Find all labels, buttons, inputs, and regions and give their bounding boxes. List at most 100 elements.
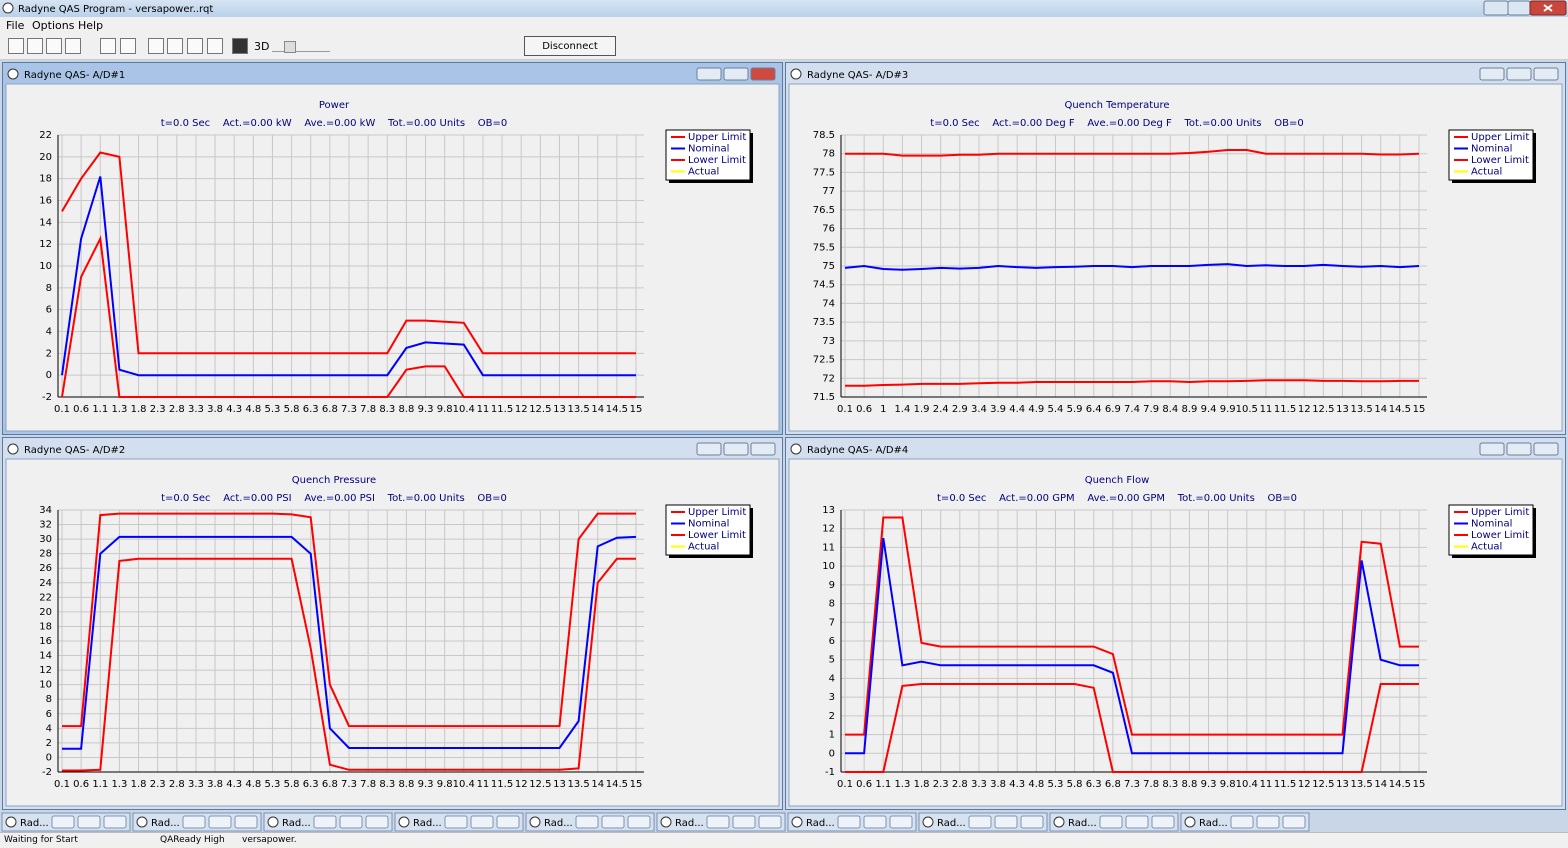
print-button[interactable] xyxy=(46,38,62,54)
minimize-button[interactable] xyxy=(1479,67,1505,81)
window-icon xyxy=(7,68,19,80)
save-button[interactable] xyxy=(27,38,43,54)
menu-item[interactable]: Options xyxy=(32,19,75,32)
tool-button[interactable] xyxy=(120,38,136,54)
window-button[interactable] xyxy=(1282,815,1306,829)
close-button[interactable] xyxy=(750,442,776,456)
x-tick-label: 4.8 xyxy=(245,404,261,415)
x-tick-label: 12.5 xyxy=(529,779,551,790)
x-tick-label: 0.1 xyxy=(54,404,70,415)
window-button[interactable] xyxy=(339,815,363,829)
window-button[interactable] xyxy=(627,815,651,829)
minimized-title: Rad... xyxy=(413,818,442,829)
x-tick-label: 7.8 xyxy=(360,779,376,790)
window-button[interactable] xyxy=(313,815,337,829)
zoom-button[interactable] xyxy=(187,38,203,54)
x-tick-label: 14 xyxy=(1374,779,1387,790)
window-button[interactable] xyxy=(103,815,127,829)
series-line xyxy=(62,535,637,750)
window-button[interactable] xyxy=(732,815,756,829)
x-tick-label: 4.3 xyxy=(1009,779,1025,790)
zoom-button[interactable] xyxy=(167,38,183,54)
preview-button[interactable] xyxy=(65,38,81,54)
x-tick-label: 6.3 xyxy=(303,404,319,415)
window-button[interactable] xyxy=(706,815,730,829)
window-button[interactable] xyxy=(496,815,520,829)
legend-label: Lower Limit xyxy=(688,155,746,166)
app-icon xyxy=(2,2,14,14)
zoom-button[interactable] xyxy=(207,38,223,54)
window-button[interactable] xyxy=(863,815,887,829)
window-button[interactable] xyxy=(1256,815,1280,829)
window-button[interactable] xyxy=(575,815,599,829)
lock-button[interactable] xyxy=(232,38,248,54)
x-tick-label: 7.8 xyxy=(360,404,376,415)
maximize-button[interactable] xyxy=(1506,67,1532,81)
tool-button[interactable] xyxy=(100,38,116,54)
y-tick-label: 76 xyxy=(822,224,835,235)
y-tick-label: 2 xyxy=(829,711,835,722)
disconnect-button[interactable]: Disconnect xyxy=(524,36,616,56)
minimize-button[interactable] xyxy=(1483,0,1509,16)
window-button[interactable] xyxy=(444,815,468,829)
legend-label: Nominal xyxy=(688,519,729,530)
minimize-button[interactable] xyxy=(696,67,722,81)
x-tick-label: 4.8 xyxy=(245,779,261,790)
close-button[interactable] xyxy=(1533,67,1559,81)
y-tick-label: 14 xyxy=(39,217,52,228)
window-button[interactable] xyxy=(889,815,913,829)
window-button[interactable] xyxy=(77,815,101,829)
open-button[interactable] xyxy=(8,38,24,54)
window-button[interactable] xyxy=(208,815,232,829)
zoom-button[interactable] xyxy=(148,38,164,54)
window-icon xyxy=(398,816,410,828)
minimize-button[interactable] xyxy=(1479,442,1505,456)
legend-label: Lower Limit xyxy=(1471,530,1529,541)
window-button[interactable] xyxy=(182,815,206,829)
y-tick-label: 6 xyxy=(829,636,835,647)
x-tick-label: 14 xyxy=(591,779,604,790)
maximize-button[interactable] xyxy=(723,67,749,81)
close-button[interactable] xyxy=(1533,442,1559,456)
window-button[interactable] xyxy=(1151,815,1175,829)
x-tick-label: 8.3 xyxy=(379,779,395,790)
minimize-button[interactable] xyxy=(696,442,722,456)
window-button[interactable] xyxy=(1099,815,1123,829)
x-tick-label: 2.4 xyxy=(933,404,949,415)
window-button[interactable] xyxy=(470,815,494,829)
y-tick-label: 74.5 xyxy=(813,280,835,291)
3d-slider[interactable] xyxy=(272,41,330,53)
window-button[interactable] xyxy=(1020,815,1044,829)
window-button[interactable] xyxy=(1230,815,1254,829)
window-button[interactable] xyxy=(51,815,75,829)
chart-subtitle: t=0.0 Sec Act.=0.00 Deg F Ave.=0.00 Deg … xyxy=(930,118,1303,129)
window-button[interactable] xyxy=(758,815,782,829)
maximize-button[interactable] xyxy=(1506,442,1532,456)
y-tick-label: 9 xyxy=(829,580,835,591)
window-button[interactable] xyxy=(234,815,258,829)
window-button[interactable] xyxy=(365,815,389,829)
window-button[interactable] xyxy=(601,815,625,829)
y-tick-label: 28 xyxy=(39,549,52,560)
maximize-button[interactable] xyxy=(1507,0,1531,16)
x-tick-label: 12 xyxy=(1298,404,1311,415)
close-button[interactable] xyxy=(750,67,776,81)
x-tick-label: 3.9 xyxy=(990,404,1006,415)
menu-item[interactable]: Help xyxy=(78,19,104,32)
menu-item[interactable]: File xyxy=(6,19,25,32)
mdi-area: Radyne QAS- A/D#1 Power t=0.0 Sec Act.=0.0… xyxy=(0,60,1568,812)
x-tick-label: 5.4 xyxy=(1048,404,1064,415)
chart-window: Radyne QAS- A/D#4 Quench Flow t=0.0 Sec Ac… xyxy=(785,437,1566,810)
slider-thumb[interactable] xyxy=(284,41,296,53)
minimized-title: Rad... xyxy=(20,818,49,829)
app-title: Radyne QAS Program - versapower..rqt xyxy=(18,4,213,15)
x-tick-label: 11 xyxy=(1260,404,1273,415)
x-tick-label: 4.3 xyxy=(226,779,242,790)
window-button[interactable] xyxy=(1125,815,1149,829)
window-button[interactable] xyxy=(994,815,1018,829)
window-button[interactable] xyxy=(968,815,992,829)
x-tick-label: 0.6 xyxy=(856,779,872,790)
maximize-button[interactable] xyxy=(723,442,749,456)
minimized-title: Rad... xyxy=(675,818,704,829)
window-button[interactable] xyxy=(837,815,861,829)
